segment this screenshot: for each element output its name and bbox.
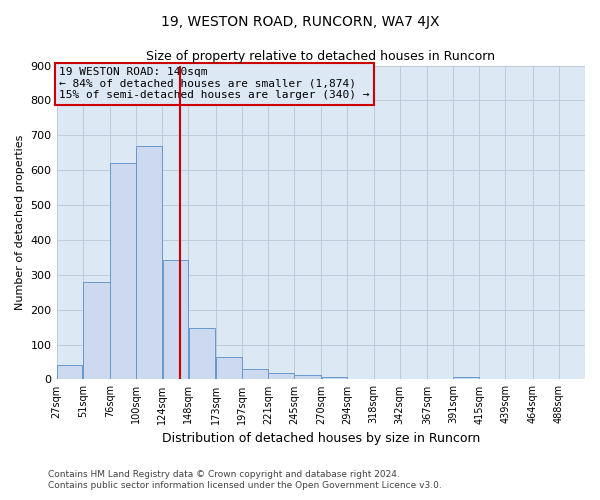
- Y-axis label: Number of detached properties: Number of detached properties: [15, 135, 25, 310]
- Text: Contains HM Land Registry data © Crown copyright and database right 2024.
Contai: Contains HM Land Registry data © Crown c…: [48, 470, 442, 490]
- Bar: [268, 373, 294, 380]
- Bar: [83, 282, 110, 380]
- Bar: [57, 365, 82, 380]
- Bar: [216, 357, 242, 380]
- Bar: [295, 375, 321, 380]
- Bar: [163, 260, 188, 380]
- Bar: [110, 162, 136, 380]
- Bar: [136, 146, 162, 380]
- Title: Size of property relative to detached houses in Runcorn: Size of property relative to detached ho…: [146, 50, 495, 63]
- Bar: [242, 369, 268, 380]
- Text: 19, WESTON ROAD, RUNCORN, WA7 4JX: 19, WESTON ROAD, RUNCORN, WA7 4JX: [161, 15, 439, 29]
- Text: 19 WESTON ROAD: 140sqm
← 84% of detached houses are smaller (1,874)
15% of semi-: 19 WESTON ROAD: 140sqm ← 84% of detached…: [59, 67, 370, 100]
- Bar: [188, 328, 215, 380]
- Bar: [322, 376, 347, 380]
- Bar: [454, 377, 479, 380]
- X-axis label: Distribution of detached houses by size in Runcorn: Distribution of detached houses by size …: [161, 432, 480, 445]
